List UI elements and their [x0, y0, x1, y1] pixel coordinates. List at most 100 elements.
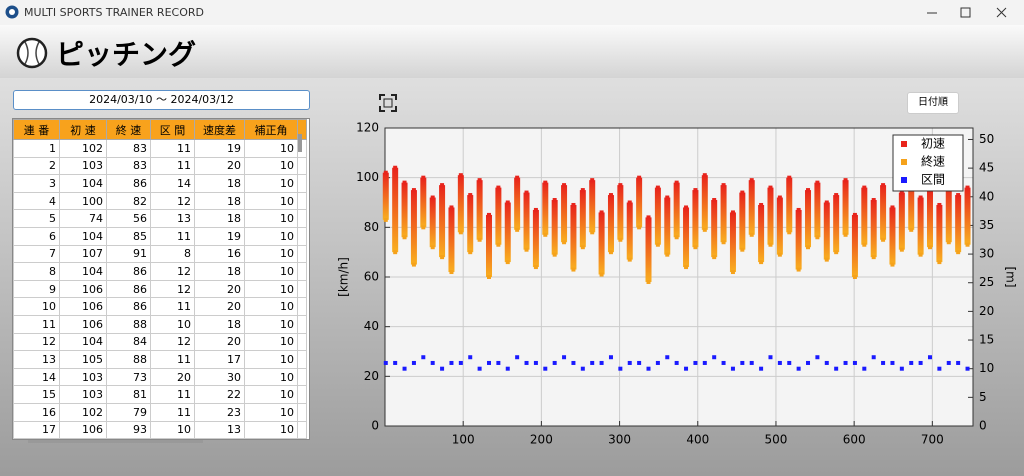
point: [777, 360, 782, 365]
point: [608, 250, 613, 255]
point: [440, 366, 445, 371]
v-scrollbar[interactable]: [298, 134, 302, 152]
column-header: 初 速: [59, 119, 107, 140]
table-cell-extra: [297, 191, 307, 211]
point: [590, 360, 595, 365]
point: [749, 178, 754, 183]
point: [852, 212, 857, 217]
point: [543, 366, 548, 371]
point: [402, 235, 407, 240]
speed-bar: [448, 207, 455, 273]
y2-tick-label: 5: [979, 390, 987, 404]
point: [862, 366, 867, 371]
point: [965, 366, 970, 371]
column-header: 速度差: [194, 119, 245, 140]
point: [759, 366, 764, 371]
speed-bar: [654, 187, 661, 245]
table-row: 17 106 93 10 13 10: [13, 420, 307, 439]
speed-bar: [711, 200, 718, 258]
column-header: 補正角: [244, 119, 298, 140]
point: [383, 170, 388, 175]
fullscreen-button[interactable]: [378, 93, 398, 113]
speed-bar: [551, 200, 558, 255]
point: [449, 360, 454, 365]
speed-bar: [457, 175, 464, 233]
y2-tick-label: 35: [979, 218, 994, 232]
speed-bar: [636, 177, 643, 228]
point: [806, 188, 811, 193]
table-cell: 11: [150, 402, 195, 422]
point: [571, 202, 576, 207]
point: [552, 360, 557, 365]
x-tick-label: 200: [530, 433, 553, 447]
table-cell: 8: [150, 244, 195, 264]
point: [899, 366, 904, 371]
data-table[interactable]: 連 番初 速終 速区 間速度差 補正角 1 102 83 11 19 10 2 103 83 11 20…: [12, 118, 310, 440]
point: [702, 360, 707, 365]
table-cell: 56: [106, 209, 151, 228]
point: [590, 178, 595, 183]
point: [740, 360, 745, 365]
table-cell: 106: [59, 297, 107, 316]
table-cell: 12: [150, 262, 195, 281]
table-cell: 10: [244, 314, 298, 334]
point: [674, 235, 679, 240]
point: [852, 360, 857, 365]
window-controls[interactable]: [910, 0, 1024, 25]
table-cell: 10: [244, 297, 298, 316]
point: [618, 237, 623, 242]
point: [712, 198, 717, 203]
table-cell: 10: [244, 385, 298, 404]
table-cell-extra: [297, 174, 307, 193]
table-cell: 10: [244, 156, 298, 176]
point: [899, 247, 904, 252]
table-row: 14 103 73 20 30 10: [13, 367, 307, 387]
speed-bar: [476, 180, 483, 240]
table-cell: 10: [244, 139, 298, 158]
point: [787, 175, 792, 180]
column-header: 終 速: [106, 119, 151, 140]
table-cell: 11: [150, 350, 195, 369]
table-cell: 18: [194, 191, 245, 211]
x-tick-label: 400: [686, 433, 709, 447]
point: [768, 242, 773, 247]
point: [562, 355, 567, 360]
speed-bar: [767, 187, 774, 245]
table-cell: 93: [106, 420, 151, 439]
point: [515, 175, 520, 180]
table-cell: 9: [13, 279, 60, 299]
point: [383, 217, 388, 222]
speed-bar: [748, 180, 755, 235]
speed-bar: [598, 212, 605, 275]
speed-bar: [870, 200, 877, 258]
table-cell: 10: [244, 191, 298, 211]
x-tick-label: 300: [608, 433, 631, 447]
date-range-field[interactable]: 2024/03/10 ～ 2024/03/12: [13, 90, 310, 110]
y-tick-label: 20: [364, 369, 379, 383]
speed-bar: [908, 177, 915, 230]
app-icon: [5, 5, 19, 19]
table-cell: 84: [106, 332, 151, 352]
sort-button[interactable]: 日付順: [907, 92, 959, 114]
point: [655, 242, 660, 247]
speed-bar: [645, 217, 652, 282]
point: [496, 185, 501, 190]
speed-bar: [861, 187, 868, 245]
point: [749, 232, 754, 237]
speed-bar: [664, 197, 671, 255]
table-cell: 106: [59, 420, 107, 439]
legend-label: 終速: [921, 154, 945, 169]
speed-bar: [739, 192, 746, 250]
table-cell: 103: [59, 367, 107, 387]
point: [468, 193, 473, 198]
speed-bar: [626, 202, 633, 260]
h-scrollbar[interactable]: [28, 440, 203, 443]
speed-bar: [410, 190, 417, 265]
table-cell: 20: [150, 367, 195, 387]
point: [937, 260, 942, 265]
point: [486, 275, 491, 279]
table-cell: 20: [194, 297, 245, 316]
table-cell: 10: [244, 262, 298, 281]
point: [956, 360, 961, 365]
table-cell: 7: [13, 244, 60, 264]
